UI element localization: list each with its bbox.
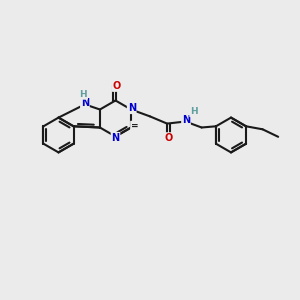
Text: =: = bbox=[131, 122, 139, 130]
Text: H: H bbox=[80, 90, 87, 99]
Text: O: O bbox=[164, 133, 172, 143]
Text: O: O bbox=[112, 81, 121, 91]
Text: N: N bbox=[111, 133, 120, 143]
Text: N: N bbox=[128, 103, 136, 113]
Text: N: N bbox=[182, 115, 190, 125]
Text: H: H bbox=[190, 107, 198, 116]
Text: N: N bbox=[81, 98, 89, 109]
